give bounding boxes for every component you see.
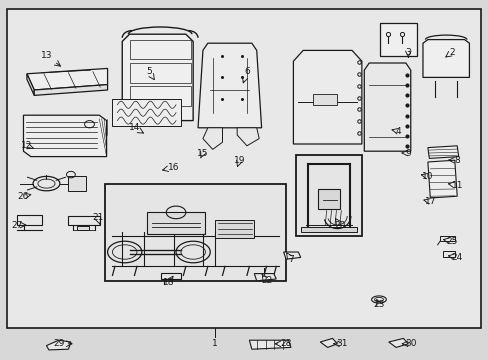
Bar xyxy=(215,220,254,238)
Polygon shape xyxy=(122,34,193,121)
Polygon shape xyxy=(203,128,222,149)
Bar xyxy=(295,155,361,236)
Text: 16: 16 xyxy=(167,163,179,172)
Text: 21: 21 xyxy=(92,213,103,222)
Text: 2: 2 xyxy=(448,48,454,57)
Polygon shape xyxy=(254,274,276,281)
Text: 8: 8 xyxy=(453,156,459,165)
Text: 20: 20 xyxy=(333,220,345,230)
Bar xyxy=(112,99,181,126)
Polygon shape xyxy=(34,85,107,95)
Text: 13: 13 xyxy=(41,51,52,60)
Text: 27: 27 xyxy=(11,220,23,230)
Bar xyxy=(68,176,85,191)
Polygon shape xyxy=(427,146,458,158)
Text: 31: 31 xyxy=(336,339,347,348)
Text: 10: 10 xyxy=(421,172,433,181)
Text: 24: 24 xyxy=(450,253,462,262)
Text: 30: 30 xyxy=(404,339,416,348)
Text: 14: 14 xyxy=(128,123,140,132)
Bar xyxy=(317,189,339,209)
Text: 3: 3 xyxy=(405,48,410,57)
Bar xyxy=(77,226,89,230)
Bar xyxy=(7,9,480,328)
Text: 26: 26 xyxy=(18,192,29,201)
Text: 15: 15 xyxy=(197,149,208,158)
Polygon shape xyxy=(237,128,259,146)
Text: 22: 22 xyxy=(260,276,272,285)
Bar xyxy=(17,215,41,225)
Text: 7: 7 xyxy=(287,255,293,264)
Text: 12: 12 xyxy=(21,141,33,150)
Bar xyxy=(105,184,285,281)
Bar xyxy=(300,227,356,232)
Text: 4: 4 xyxy=(395,127,401,136)
Text: 1: 1 xyxy=(212,339,218,348)
Polygon shape xyxy=(388,338,407,347)
Polygon shape xyxy=(320,338,337,347)
Bar xyxy=(439,236,454,241)
Text: 19: 19 xyxy=(233,156,245,165)
Polygon shape xyxy=(27,68,107,90)
Polygon shape xyxy=(198,43,261,128)
Text: 17: 17 xyxy=(424,197,435,206)
Polygon shape xyxy=(364,63,410,151)
Text: 9: 9 xyxy=(405,149,410,158)
Polygon shape xyxy=(283,252,300,259)
Text: 6: 6 xyxy=(244,68,249,77)
Polygon shape xyxy=(293,50,361,144)
Bar xyxy=(312,94,337,105)
Polygon shape xyxy=(249,340,290,349)
Polygon shape xyxy=(23,115,106,157)
Text: 18: 18 xyxy=(163,278,174,287)
Bar xyxy=(129,86,190,106)
Polygon shape xyxy=(427,160,456,198)
Polygon shape xyxy=(422,40,468,77)
Polygon shape xyxy=(46,340,71,350)
Bar xyxy=(380,23,416,56)
Bar xyxy=(129,40,190,59)
Text: 28: 28 xyxy=(280,339,291,348)
Bar xyxy=(442,251,454,257)
Bar xyxy=(161,273,181,279)
Text: 11: 11 xyxy=(450,181,462,190)
Text: 23: 23 xyxy=(372,300,384,309)
Bar xyxy=(129,63,190,83)
Bar xyxy=(68,216,100,225)
Text: 29: 29 xyxy=(53,339,64,348)
Polygon shape xyxy=(27,74,34,95)
Text: 5: 5 xyxy=(146,68,152,77)
Bar xyxy=(146,212,205,234)
Text: 25: 25 xyxy=(446,237,457,246)
